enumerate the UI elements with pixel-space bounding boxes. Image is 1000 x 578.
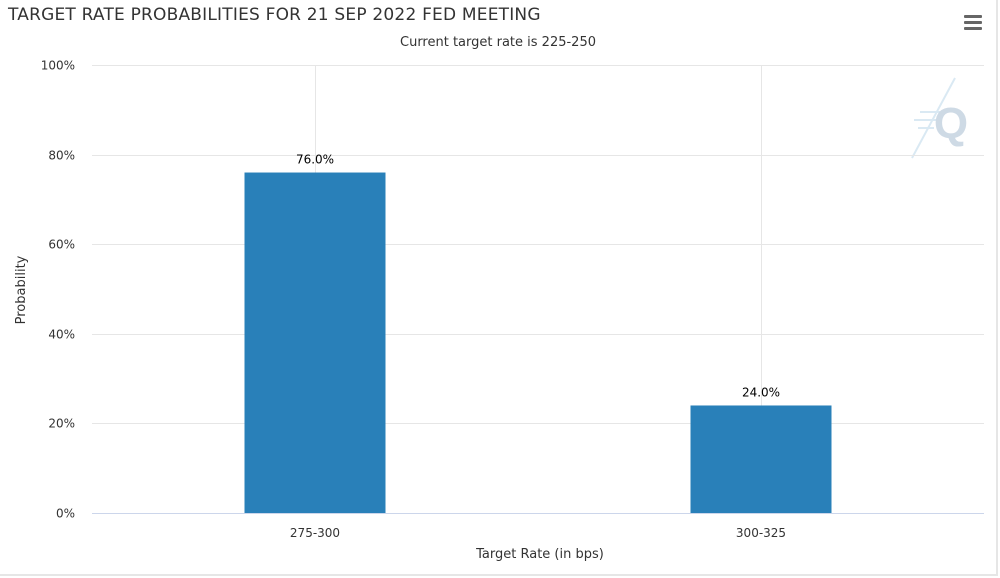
- data-label: 76.0%: [296, 153, 334, 167]
- chart-subtitle: Current target rate is 225-250: [400, 35, 596, 50]
- y-tick-label: 60%: [48, 238, 75, 252]
- bar-275-300[interactable]: [244, 172, 386, 513]
- x-axis-label: Target Rate (in bps): [475, 547, 604, 562]
- y-tick-label: 100%: [41, 59, 75, 73]
- x-tick-label: 275-300: [290, 526, 340, 540]
- q-logo-icon: Q: [911, 77, 968, 159]
- y-tick-label: 20%: [48, 417, 75, 431]
- hamburger-menu-icon[interactable]: [958, 10, 988, 34]
- svg-text:Q: Q: [934, 99, 968, 148]
- x-tick-label: 300-325: [736, 526, 786, 540]
- bar-300-325[interactable]: [690, 405, 832, 513]
- y-tick-label: 40%: [48, 328, 75, 342]
- y-axis-label: Probability: [14, 255, 29, 324]
- y-tick-label: 0%: [56, 507, 75, 521]
- chart-title: TARGET RATE PROBABILITIES FOR 21 SEP 202…: [8, 5, 541, 25]
- data-label: 24.0%: [742, 385, 780, 399]
- y-tick-label: 80%: [48, 149, 75, 163]
